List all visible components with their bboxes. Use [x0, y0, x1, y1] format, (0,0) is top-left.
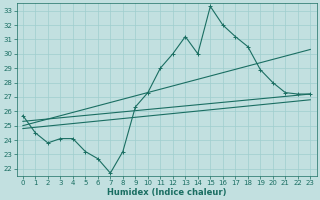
- X-axis label: Humidex (Indice chaleur): Humidex (Indice chaleur): [107, 188, 226, 197]
